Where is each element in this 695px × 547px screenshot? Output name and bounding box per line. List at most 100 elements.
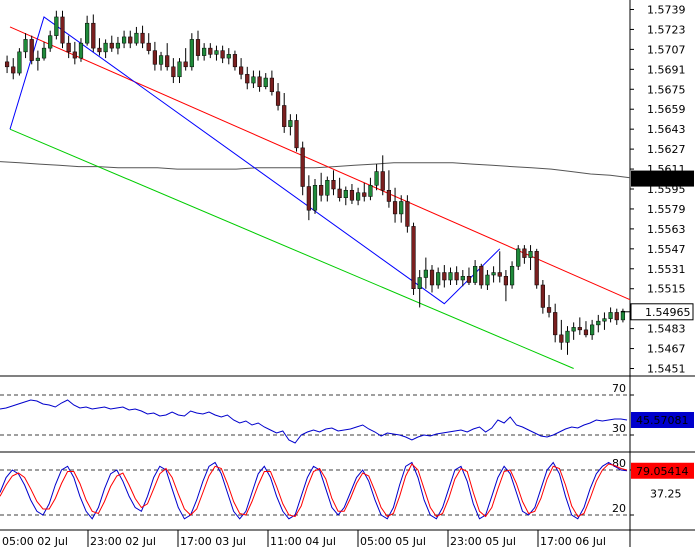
candle — [442, 265, 447, 288]
candle-body — [4, 61, 10, 68]
candle — [540, 280, 545, 314]
candle — [590, 319, 595, 340]
candle-body — [183, 61, 188, 68]
candle — [128, 30, 133, 49]
price-badge-background — [630, 303, 694, 321]
price-tick-label: 1.5643 — [647, 123, 686, 136]
candle — [319, 172, 324, 202]
candle — [306, 175, 311, 221]
candle-body — [553, 312, 558, 336]
candle-body — [66, 42, 71, 53]
time-tick-label: 23:00 02 Jul — [90, 535, 156, 547]
time-tick-label: 05:00 05 Jul — [360, 535, 426, 547]
candle-body — [596, 320, 601, 326]
candle-body — [146, 42, 151, 51]
candle-body — [473, 266, 478, 283]
candle — [331, 170, 336, 196]
candle-body — [374, 171, 379, 186]
price-tick-label: 1.5627 — [647, 143, 686, 156]
candle — [226, 48, 231, 65]
candle-body — [115, 42, 121, 49]
ma-value-badge: 1.560336 — [631, 170, 694, 187]
candle — [491, 266, 496, 283]
candle — [620, 308, 626, 323]
candle — [300, 141, 305, 196]
candle — [103, 39, 108, 59]
candle-body — [540, 284, 545, 308]
candle-body — [288, 120, 293, 127]
candle — [349, 184, 355, 204]
candle — [423, 257, 428, 289]
candle-body — [60, 16, 65, 44]
price-tick-label: 1.5563 — [647, 223, 686, 236]
price-tick-label: 1.5723 — [647, 23, 686, 36]
candle — [269, 70, 274, 96]
candle-body — [41, 47, 47, 59]
candle — [115, 36, 121, 55]
stochastic-value-badge: 79.05414 — [631, 462, 694, 479]
candle — [214, 45, 219, 61]
candle — [479, 263, 484, 289]
candle — [134, 26, 139, 46]
candle-body — [17, 51, 22, 74]
price-tick-label: 1.5451 — [647, 363, 686, 376]
candle-body — [171, 66, 176, 78]
candle-body — [479, 266, 484, 286]
candle — [386, 170, 391, 208]
candle — [380, 155, 385, 196]
candle — [399, 195, 404, 223]
candle-body — [522, 248, 527, 258]
candle — [411, 222, 416, 295]
stochastic-side-label: 37.25 — [650, 488, 682, 501]
candle-body — [590, 324, 595, 336]
candle-body — [436, 272, 441, 286]
rsi-line — [0, 399, 628, 444]
candle-body — [214, 50, 219, 55]
candle — [417, 270, 422, 308]
candle — [429, 265, 435, 293]
candle — [436, 267, 441, 289]
candle — [362, 182, 367, 202]
time-tick-label: 05:00 02 Jul — [2, 535, 68, 547]
candle-body — [331, 180, 336, 190]
candle — [66, 35, 71, 59]
candle — [565, 326, 570, 355]
candle-body — [362, 192, 367, 197]
candle — [72, 41, 77, 65]
candle — [577, 317, 582, 335]
candle — [546, 294, 552, 318]
ma-badge-background — [631, 170, 694, 187]
candle-body — [448, 272, 453, 281]
candle — [4, 55, 10, 74]
candle — [553, 303, 558, 343]
candle — [232, 50, 238, 71]
candle-body — [275, 91, 281, 106]
candle — [183, 48, 188, 71]
stochastic-k-line — [0, 461, 628, 520]
candle — [220, 45, 225, 64]
candle — [263, 73, 268, 90]
candle-body — [602, 318, 607, 322]
candle-body — [503, 276, 509, 286]
candle-body — [343, 189, 348, 198]
candle-body — [189, 39, 194, 68]
candle-body — [35, 57, 40, 61]
candle — [17, 48, 22, 76]
price-axis: 1.5739 1.5723 1.5707 1.5691 1.5675 1.5659 1.56… — [630, 3, 686, 376]
candle — [503, 270, 509, 302]
candle-body — [380, 171, 385, 191]
candle-body — [546, 307, 552, 313]
price-panel: 1.5739 1.5723 1.5707 1.5691 1.5675 1.5659 1.56… — [0, 3, 694, 376]
candle — [208, 43, 213, 59]
candle-body — [423, 269, 428, 278]
candle-body — [368, 185, 373, 197]
candle — [374, 164, 379, 191]
upper-channel-line — [9, 26, 631, 301]
candle — [392, 187, 398, 223]
candle-body — [620, 310, 626, 321]
candle-body — [103, 42, 108, 53]
candle — [275, 83, 281, 111]
candle — [288, 114, 293, 136]
rsi-value-badge: 45.57081 — [631, 412, 694, 428]
candle — [11, 58, 16, 80]
